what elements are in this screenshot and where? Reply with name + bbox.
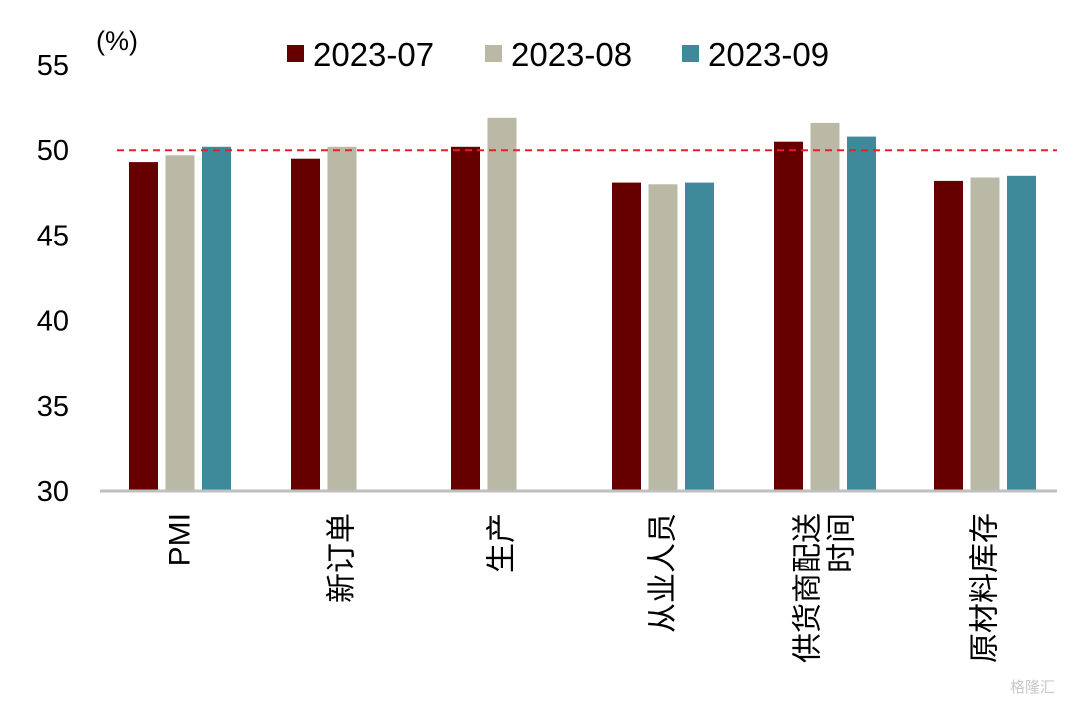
category-label: 生产 <box>485 513 520 573</box>
bar <box>165 155 195 492</box>
legend-swatch <box>485 45 502 62</box>
category-label: 时间 <box>825 513 860 573</box>
category-label: 新订单 <box>325 513 360 603</box>
x-axis-category-labels: PMI 新订单 生产 从业人员 供货商配送 时间 原材料库存 <box>164 513 1003 663</box>
bar <box>487 117 517 492</box>
legend-label: 2023-09 <box>708 36 829 73</box>
bar <box>612 182 641 491</box>
legend-label: 2023-08 <box>511 36 632 73</box>
category-label: 从业人员 <box>646 513 681 633</box>
y-tick-label: 45 <box>37 220 69 252</box>
bar <box>1007 175 1036 492</box>
bar <box>129 162 158 491</box>
category-label: 原材料库存 <box>968 513 1003 663</box>
legend-swatch <box>682 45 699 62</box>
bar <box>774 141 803 491</box>
y-tick-label: 40 <box>37 306 69 338</box>
y-tick-label: 50 <box>37 135 69 167</box>
legend: 2023-07 2023-08 2023-09 <box>287 36 829 73</box>
y-tick-label: 55 <box>37 50 69 82</box>
bar <box>934 180 963 491</box>
category-label: PMI <box>164 513 197 566</box>
bar <box>810 122 840 492</box>
bar <box>327 146 357 492</box>
y-tick-label: 35 <box>37 391 69 423</box>
bar <box>648 184 678 492</box>
bar <box>685 182 714 491</box>
legend-label: 2023-07 <box>313 36 434 73</box>
legend-swatch <box>287 45 304 62</box>
category-label: 供货商配送 <box>791 513 826 663</box>
bar <box>202 146 231 492</box>
bar <box>291 158 320 491</box>
watermark: 格隆汇 <box>1010 678 1055 696</box>
y-axis-unit-label: (%) <box>96 26 138 56</box>
bar <box>970 177 1000 491</box>
bar <box>847 136 876 491</box>
bars <box>129 117 1036 492</box>
y-tick-label: 30 <box>37 476 69 508</box>
y-axis-ticks: 30 35 40 45 50 55 <box>37 50 69 508</box>
bar <box>451 146 480 492</box>
